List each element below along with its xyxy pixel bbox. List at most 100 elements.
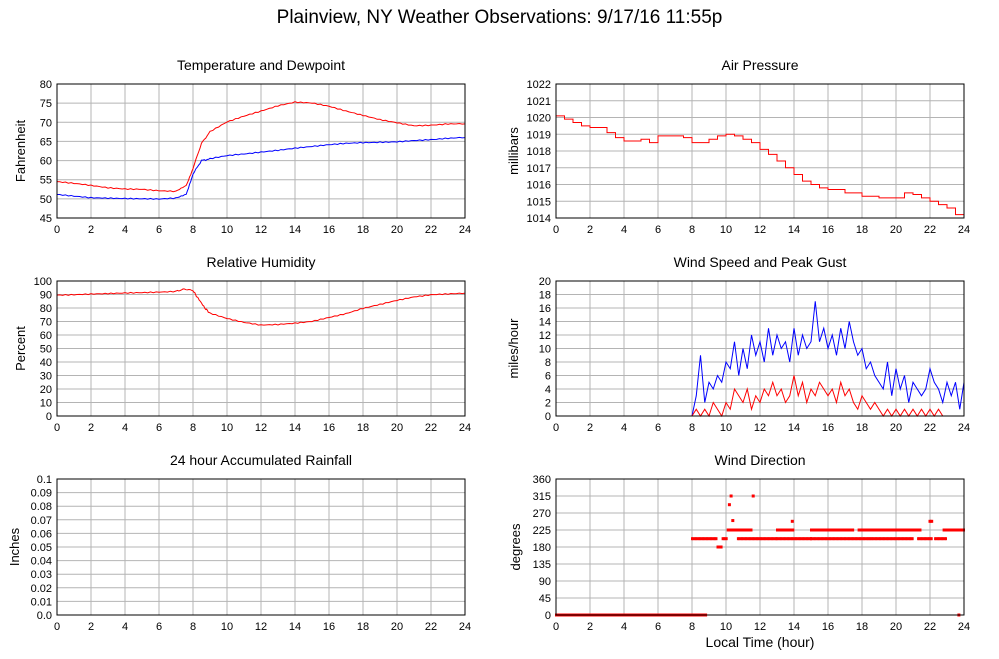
x-tick-label: 18 bbox=[856, 224, 868, 236]
data-point bbox=[747, 528, 750, 532]
y-tick-label: 0.03 bbox=[31, 569, 52, 581]
data-point bbox=[833, 528, 836, 532]
plot-frame bbox=[56, 478, 466, 616]
chart-title: Temperature and Dewpoint bbox=[177, 57, 345, 73]
x-tick-label: 8 bbox=[190, 422, 196, 434]
data-point bbox=[721, 537, 724, 541]
y-tick-label: 90 bbox=[539, 576, 551, 588]
y-tick-label: 6 bbox=[545, 371, 551, 383]
data-point bbox=[888, 537, 891, 541]
data-point bbox=[929, 537, 932, 541]
data-point bbox=[887, 537, 890, 541]
data-point bbox=[927, 537, 930, 541]
data-point bbox=[800, 537, 803, 541]
data-point bbox=[711, 537, 714, 541]
x-tick-label: 14 bbox=[289, 422, 301, 434]
data-point bbox=[692, 537, 695, 541]
y-tick-label: 0.08 bbox=[31, 501, 52, 513]
chart-title: Air Pressure bbox=[721, 57, 798, 73]
x-tick-label: 24 bbox=[459, 224, 471, 236]
data-point bbox=[816, 528, 819, 532]
data-point bbox=[746, 528, 749, 532]
x-tick-label: 14 bbox=[788, 224, 800, 236]
data-point bbox=[725, 537, 728, 541]
data-point bbox=[743, 528, 746, 532]
data-point bbox=[831, 537, 834, 541]
data-point bbox=[749, 528, 752, 532]
y-tick-label: 1022 bbox=[527, 79, 551, 91]
data-point bbox=[916, 528, 919, 532]
data-point bbox=[845, 528, 848, 532]
data-point bbox=[820, 528, 823, 532]
x-tick-label: 4 bbox=[122, 422, 128, 434]
data-point bbox=[874, 537, 877, 541]
y-tick-label: 30 bbox=[40, 371, 52, 383]
data-point bbox=[820, 537, 823, 541]
y-axis-label: degrees bbox=[508, 523, 523, 570]
data-point bbox=[734, 528, 737, 532]
data-point bbox=[784, 537, 787, 541]
data-point bbox=[736, 528, 739, 532]
data-point bbox=[776, 537, 778, 541]
data-point bbox=[823, 528, 826, 532]
data-point bbox=[842, 528, 845, 532]
y-tick-label: 90 bbox=[40, 290, 52, 302]
data-point bbox=[724, 537, 727, 541]
data-point bbox=[815, 537, 818, 541]
data-point bbox=[860, 537, 863, 541]
data-point bbox=[903, 528, 906, 532]
data-point bbox=[765, 537, 768, 541]
data-point bbox=[788, 537, 791, 541]
data-point bbox=[869, 537, 872, 541]
data-point bbox=[865, 537, 868, 541]
y-tick-label: 10 bbox=[40, 398, 52, 410]
y-tick-label: 0.02 bbox=[31, 583, 52, 595]
data-point bbox=[899, 537, 902, 541]
data-point bbox=[815, 528, 818, 532]
x-tick-label: 16 bbox=[822, 422, 834, 434]
data-point bbox=[760, 537, 763, 541]
data-point bbox=[781, 537, 784, 541]
data-point bbox=[910, 537, 913, 541]
data-point bbox=[753, 537, 756, 541]
data-point bbox=[900, 528, 903, 532]
data-point bbox=[863, 537, 866, 541]
data-point bbox=[885, 537, 888, 541]
y-tick-label: 8 bbox=[545, 357, 551, 369]
x-tick-label: 0 bbox=[54, 621, 60, 633]
data-point bbox=[873, 528, 876, 532]
y-tick-label: 20 bbox=[539, 276, 551, 288]
x-tick-label: 8 bbox=[689, 422, 695, 434]
data-point bbox=[895, 537, 898, 541]
data-point bbox=[915, 528, 918, 532]
data-point bbox=[823, 537, 826, 541]
data-point bbox=[707, 537, 710, 541]
x-tick-label: 0 bbox=[54, 224, 60, 236]
data-point bbox=[717, 545, 720, 549]
data-point bbox=[863, 528, 866, 532]
data-point bbox=[839, 528, 842, 532]
data-point bbox=[928, 519, 932, 523]
data-point bbox=[739, 537, 742, 541]
x-tick-label: 18 bbox=[357, 224, 369, 236]
data-point bbox=[953, 528, 956, 532]
data-point bbox=[907, 528, 910, 532]
data-point bbox=[776, 528, 778, 532]
data-point bbox=[849, 537, 852, 541]
data-point bbox=[897, 528, 900, 532]
series-line bbox=[556, 301, 964, 417]
data-point bbox=[729, 528, 732, 532]
data-point bbox=[835, 528, 838, 532]
data-point bbox=[793, 537, 796, 541]
y-tick-label: 135 bbox=[533, 559, 551, 571]
data-point bbox=[837, 528, 840, 532]
data-point bbox=[936, 537, 939, 541]
data-point bbox=[867, 528, 870, 532]
data-point bbox=[818, 537, 821, 541]
data-point bbox=[730, 528, 733, 532]
data-point bbox=[814, 528, 817, 532]
y-tick-label: 18 bbox=[539, 290, 551, 302]
data-point bbox=[841, 528, 844, 532]
data-point bbox=[934, 537, 937, 541]
y-tick-label: 1014 bbox=[527, 213, 551, 225]
